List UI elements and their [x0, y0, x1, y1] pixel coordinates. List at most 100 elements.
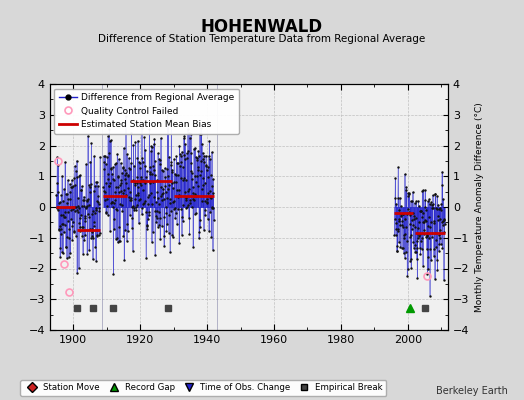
Point [141, 163, 150, 170]
Point [74, 203, 82, 209]
Point [143, 167, 151, 174]
Point [54, 226, 63, 233]
Point [126, 197, 134, 204]
Point [209, 204, 217, 211]
Point [62, 244, 70, 250]
Point [179, 135, 188, 141]
Point [422, 234, 430, 240]
Point [132, 204, 140, 210]
Point [439, 196, 447, 202]
Point [438, 168, 446, 175]
Point [420, 227, 428, 234]
Point [117, 177, 126, 183]
Point [124, 228, 132, 234]
Point [202, 161, 211, 168]
Point [129, 163, 138, 170]
Point [121, 172, 129, 178]
Point [143, 223, 151, 229]
Point [432, 244, 440, 250]
Point [115, 224, 124, 230]
Point [101, 189, 109, 196]
Point [86, 226, 94, 232]
Point [428, 234, 436, 240]
Point [435, 205, 444, 212]
Point [100, 165, 108, 172]
Point [434, 201, 442, 208]
Point [398, 222, 406, 228]
Point [102, 210, 110, 216]
Point [410, 213, 419, 219]
Point [68, 177, 76, 183]
Point [420, 231, 429, 237]
Point [395, 216, 403, 222]
Point [395, 207, 403, 213]
Point [198, 186, 206, 192]
Point [113, 239, 122, 246]
Point [118, 190, 127, 197]
Point [437, 200, 445, 207]
Point [393, 247, 401, 254]
Point [150, 158, 159, 165]
Point [174, 192, 183, 199]
Point [127, 197, 135, 204]
Point [133, 174, 141, 180]
Point [99, 184, 107, 190]
Point [394, 195, 402, 202]
Point [135, 159, 143, 166]
Point [439, 221, 447, 228]
Point [95, 230, 104, 236]
Point [56, 245, 64, 252]
Point [181, 141, 189, 148]
Point [191, 173, 200, 179]
Point [140, 147, 149, 153]
Point [126, 188, 135, 195]
Point [433, 206, 441, 213]
Point [179, 202, 187, 208]
Point [145, 209, 153, 216]
Point [425, 292, 434, 299]
Point [141, 198, 149, 204]
Point [419, 219, 428, 225]
Point [427, 219, 435, 225]
Point [192, 173, 201, 180]
Point [429, 192, 437, 198]
Point [170, 171, 179, 177]
Point [123, 238, 131, 244]
Point [104, 133, 112, 139]
Point [121, 166, 129, 173]
Point [391, 194, 399, 201]
Point [107, 200, 116, 206]
Point [436, 226, 444, 233]
Point [82, 205, 91, 212]
Point [201, 212, 209, 219]
Point [399, 211, 407, 217]
Point [62, 190, 70, 197]
Point [114, 184, 122, 190]
Point [420, 219, 428, 225]
Point [52, 204, 61, 211]
Point [400, 232, 408, 238]
Point [200, 159, 208, 165]
Point [88, 210, 96, 217]
Point [86, 158, 95, 165]
Point [95, 232, 103, 238]
Point [59, 198, 68, 204]
Point [77, 187, 85, 194]
Point [143, 226, 151, 232]
Point [201, 207, 209, 213]
Point [395, 218, 403, 224]
Point [414, 219, 423, 225]
Point [158, 196, 166, 203]
Point [392, 220, 401, 226]
Point [74, 265, 83, 271]
Point [146, 164, 154, 170]
Point [148, 228, 157, 235]
Point [173, 172, 182, 178]
Point [174, 194, 182, 200]
Point [195, 131, 204, 137]
Point [150, 136, 159, 142]
Point [138, 211, 146, 218]
Point [399, 250, 408, 257]
Point [72, 203, 80, 210]
Point [191, 191, 199, 197]
